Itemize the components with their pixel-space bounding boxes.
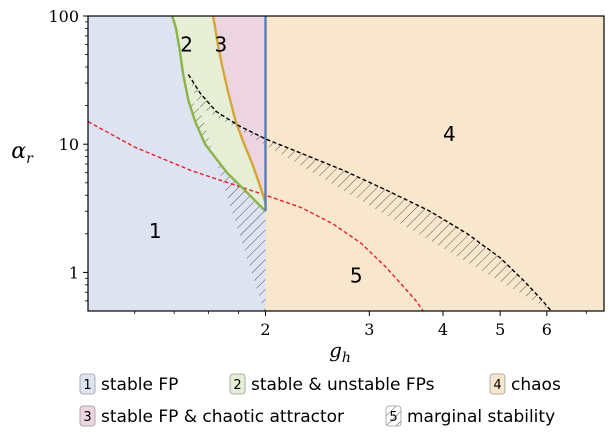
plot-frame bbox=[87, 15, 605, 312]
x-tick-label: 4 bbox=[438, 320, 448, 339]
region-5-hatch bbox=[188, 74, 552, 311]
legend-item-2: 2 stable & unstable FPs bbox=[229, 373, 435, 395]
y-tick-label: 1 bbox=[69, 263, 79, 282]
legend-swatch bbox=[79, 405, 96, 427]
legend-item-1: 1 stable FP bbox=[79, 373, 178, 395]
legend-label: stable FP bbox=[101, 375, 178, 395]
plot-area bbox=[88, 16, 604, 311]
legend-label: stable & unstable FPs bbox=[251, 375, 435, 395]
legend-swatch-number: 2 bbox=[233, 378, 241, 393]
legend-swatch-number: 5 bbox=[389, 410, 397, 425]
region-1-label: 1 bbox=[149, 219, 162, 243]
red-dashed-line bbox=[88, 120, 424, 311]
legend-swatch-number: 4 bbox=[493, 378, 501, 393]
region-3-fill bbox=[213, 16, 266, 203]
region-2-label: 2 bbox=[180, 32, 193, 56]
gold-boundary-line bbox=[211, 16, 267, 204]
region-5-label: 5 bbox=[350, 263, 363, 287]
x-tick-label: 3 bbox=[364, 320, 374, 339]
y-tick-label: 100 bbox=[48, 7, 79, 26]
legend-item-4: 4 chaos bbox=[489, 373, 561, 395]
legend-swatch-number: 1 bbox=[83, 378, 91, 393]
legend: 1 stable FP 2 stable & unstable FPs 4 chaos 3 s… bbox=[79, 373, 561, 427]
legend-label: stable FP & chaotic attractor bbox=[101, 407, 344, 427]
region-4-label: 4 bbox=[443, 122, 456, 146]
x-tick-label: 5 bbox=[495, 320, 505, 339]
legend-label: marginal stability bbox=[407, 407, 555, 427]
green-boundary-line bbox=[171, 16, 267, 213]
legend-swatch bbox=[385, 405, 402, 427]
x-tick-label: 2 bbox=[260, 320, 270, 339]
legend-swatch bbox=[79, 373, 96, 395]
legend-swatch bbox=[489, 373, 506, 395]
region-3-label: 3 bbox=[214, 32, 227, 56]
legend-swatch bbox=[229, 373, 246, 395]
legend-item-3: 3 stable FP & chaotic attractor bbox=[79, 405, 344, 427]
legend-label: chaos bbox=[511, 375, 561, 395]
black-dashed-boundary-line bbox=[187, 74, 552, 311]
y-axis-label: αr bbox=[11, 139, 34, 167]
x-axis-label: gh bbox=[329, 338, 351, 366]
y-axis-ticks: 1 10 100 bbox=[48, 7, 88, 302]
legend-swatch-number: 3 bbox=[83, 410, 91, 425]
x-axis-ticks: 2 3 4 5 6 bbox=[134, 311, 587, 339]
x-tick-label: 6 bbox=[542, 320, 552, 339]
legend-item-5: 5 marginal stability bbox=[385, 405, 555, 427]
region-labels: 12 345 bbox=[149, 32, 456, 287]
y-tick-label: 10 bbox=[59, 135, 79, 154]
